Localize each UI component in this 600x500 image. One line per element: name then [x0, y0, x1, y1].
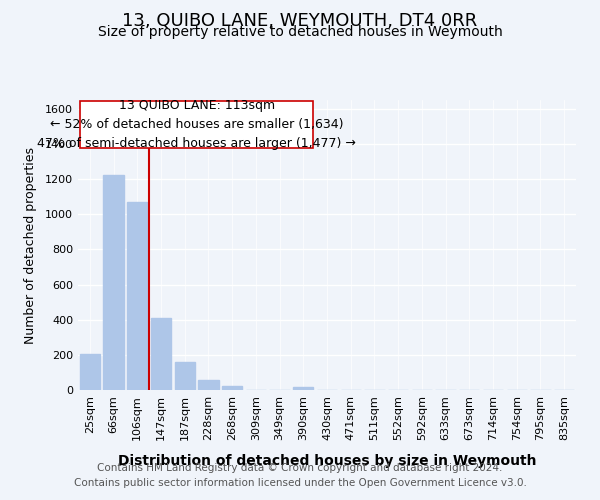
Text: 13, QUIBO LANE, WEYMOUTH, DT4 0RR: 13, QUIBO LANE, WEYMOUTH, DT4 0RR [122, 12, 478, 30]
Text: 13 QUIBO LANE: 113sqm
← 52% of detached houses are smaller (1,634)
47% of semi-d: 13 QUIBO LANE: 113sqm ← 52% of detached … [37, 99, 356, 150]
Y-axis label: Number of detached properties: Number of detached properties [23, 146, 37, 344]
Bar [199, 380, 218, 390]
Bar [127, 202, 148, 390]
Bar [293, 388, 313, 390]
FancyBboxPatch shape [80, 101, 313, 148]
X-axis label: Distribution of detached houses by size in Weymouth: Distribution of detached houses by size … [118, 454, 536, 468]
Bar [80, 354, 100, 390]
Text: Contains HM Land Registry data © Crown copyright and database right 2024.
Contai: Contains HM Land Registry data © Crown c… [74, 462, 526, 487]
Bar [222, 386, 242, 390]
Bar [151, 318, 171, 390]
Bar [103, 174, 124, 390]
Text: Size of property relative to detached houses in Weymouth: Size of property relative to detached ho… [98, 25, 502, 39]
Bar [175, 362, 195, 390]
